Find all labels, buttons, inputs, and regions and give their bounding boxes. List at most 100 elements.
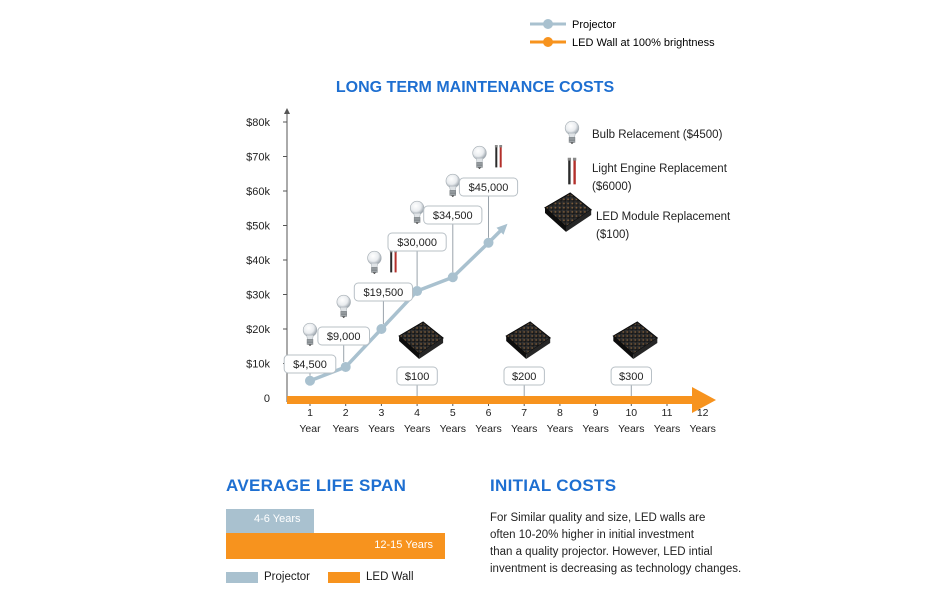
initial-costs-line: than a quality projector. However, LED i… — [490, 546, 713, 558]
icon-key-module-label: LED Module Replacement — [596, 211, 731, 223]
chart-title: LONG TERM MAINTENANCE COSTS — [336, 79, 615, 96]
x-tick-number: 6 — [486, 407, 492, 419]
bulb-icon — [302, 322, 318, 347]
legend-led-marker — [543, 37, 553, 47]
series-led-arrow-icon — [692, 387, 716, 413]
x-tick-number: 7 — [521, 407, 527, 419]
callout-value: $9,000 — [327, 331, 361, 343]
legend-projector-marker — [543, 19, 553, 29]
light-engine-icon — [494, 145, 503, 168]
led-module-icon — [398, 321, 444, 359]
x-tick-number: 1 — [307, 407, 313, 419]
lifespan-key-projector-label: Projector — [264, 571, 311, 583]
icon-key-module-label: ($100) — [596, 229, 629, 241]
x-tick-number: 4 — [414, 407, 420, 419]
callout-value: $45,000 — [469, 182, 509, 194]
y-tick-label: $40k — [246, 255, 270, 267]
x-axis-ticks: 1 Year 2 Years 3 Years 4 Years 5 Years 6 Years 7 Year… — [299, 402, 716, 435]
initial-costs-text: For Similar quality and size, LED walls … — [490, 510, 741, 578]
x-tick-unit: Years — [440, 423, 466, 435]
legend: Projector LED Wall at 100% brightness — [530, 19, 715, 49]
callout-box — [283, 354, 337, 374]
series-led-wall — [287, 387, 716, 413]
led-module-icon — [612, 321, 659, 359]
x-tick-unit: Years — [511, 423, 537, 435]
projector-point — [412, 286, 423, 297]
callout-box — [503, 366, 545, 386]
projector-point — [340, 361, 351, 372]
initial-costs-line: For Similar quality and size, LED walls … — [490, 512, 706, 524]
x-tick-number: 5 — [450, 407, 456, 419]
y-tick-label: $30k — [246, 290, 270, 302]
x-tick-unit: Years — [654, 423, 680, 435]
lifespan-led-label: 12-15 Years — [374, 539, 433, 551]
callout-box — [610, 366, 652, 386]
series-projector-arrow-icon — [496, 223, 508, 235]
icon-key-bulb: Bulb Relacement ($4500) — [564, 120, 723, 145]
x-tick-number: 10 — [625, 407, 637, 419]
icon-key-engine-label: Light Engine Replacement — [592, 163, 728, 175]
initial-costs-line: inventment is decreasing as technology c… — [490, 563, 742, 575]
callout-projector: $9,000 — [317, 326, 370, 362]
x-tick-number: 2 — [343, 407, 349, 419]
x-tick-number: 8 — [557, 407, 563, 419]
y-tick-label: 0 — [264, 393, 270, 405]
callout-led: $300 — [610, 366, 652, 396]
x-tick-unit: Years — [547, 423, 573, 435]
y-tick-label: $10k — [246, 359, 270, 371]
legend-led: LED Wall at 100% brightness — [530, 37, 715, 49]
legend-led-label: LED Wall at 100% brightness — [572, 37, 715, 49]
bulb-icon — [445, 173, 460, 198]
projector-point — [483, 237, 494, 248]
callout-value: $300 — [619, 371, 643, 383]
callout-projector: $34,500 — [423, 205, 483, 273]
bulb-icon — [409, 200, 425, 225]
y-tick-label: $70k — [246, 152, 270, 164]
series-projector-line — [309, 241, 490, 383]
callout-led: $200 — [503, 366, 545, 396]
y-axis-arrow-icon — [284, 108, 290, 114]
x-tick-unit: Years — [332, 423, 358, 435]
legend-projector-label: Projector — [572, 19, 616, 31]
lifespan-key-led-label: LED Wall — [366, 571, 414, 583]
y-tick-label: $60k — [246, 186, 270, 198]
lifespan-title: AVERAGE LIFE SPAN — [226, 476, 407, 495]
x-tick-unit: Years — [689, 423, 715, 435]
icon-key-engine: Light Engine Replacement ($6000) — [567, 157, 728, 193]
x-tick-number: 11 — [662, 407, 673, 419]
callout-projector: $19,500 — [353, 282, 413, 324]
callout-value: $200 — [512, 371, 536, 383]
x-tick-number: 9 — [593, 407, 599, 419]
callout-projector: $4,500 — [283, 354, 337, 376]
light-engine-icon — [567, 157, 577, 185]
light-engine-icon — [389, 250, 397, 273]
lifespan-key-led: LED Wall — [328, 571, 414, 583]
series-projector — [305, 223, 508, 386]
initial-costs-line: often 10-20% higher in initial investmen… — [490, 529, 694, 541]
x-tick-unit: Years — [582, 423, 608, 435]
callout-box — [423, 205, 483, 225]
projector-point — [305, 375, 315, 386]
lifespan-key-projector-swatch — [226, 571, 258, 583]
callout-box — [317, 326, 370, 346]
x-tick-unit: Year — [299, 423, 321, 435]
callout-led: $100 — [396, 366, 438, 396]
series-led-line — [287, 396, 692, 404]
x-tick-unit: Years — [475, 423, 501, 435]
x-tick-unit: Years — [368, 423, 394, 435]
bulb-icon — [367, 250, 382, 275]
legend-projector: Projector — [530, 19, 616, 31]
bulb-icon — [564, 120, 580, 145]
callout-value: $30,000 — [397, 237, 437, 249]
icon-key-bulb-label: Bulb Relacement ($4500) — [592, 129, 723, 141]
y-axis-ticks: 0 $10k $20k $30k $40k $50k $60k $70k $80k — [246, 117, 287, 405]
lifespan-key-led-swatch — [328, 571, 360, 583]
callout-projector: $45,000 — [458, 177, 519, 238]
callout-value: $4,500 — [293, 359, 327, 371]
initial-costs-title: INITIAL COSTS — [490, 476, 617, 495]
callout-box — [387, 232, 447, 252]
callout-box — [353, 282, 413, 302]
x-tick-number: 3 — [378, 407, 384, 419]
callout-value: $19,500 — [364, 287, 404, 299]
